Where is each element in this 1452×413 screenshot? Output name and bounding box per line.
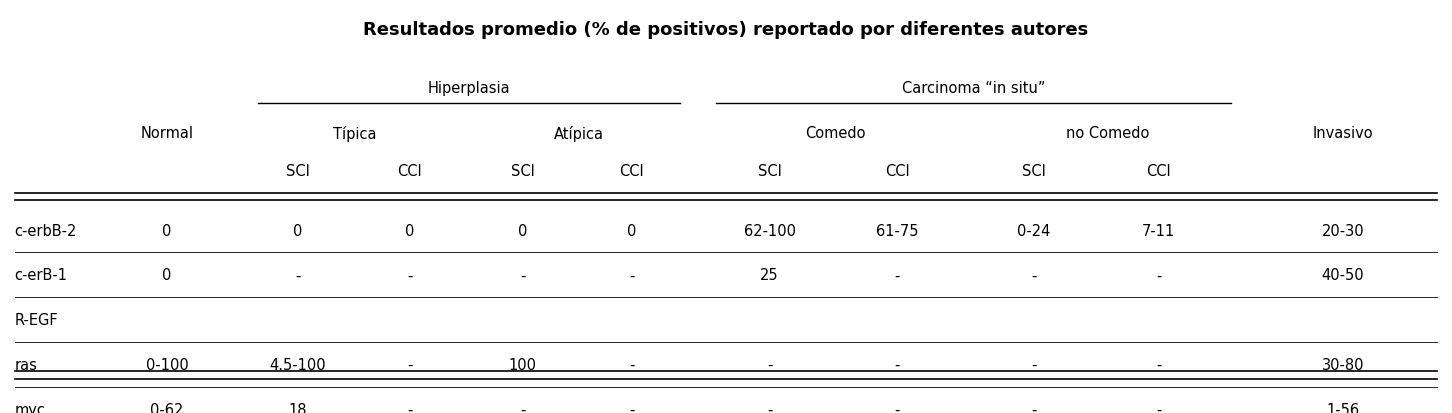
Text: 30-80: 30-80 [1321,357,1365,373]
Text: 62-100: 62-100 [743,223,796,238]
Text: Típica: Típica [333,126,376,141]
Text: -: - [407,268,412,283]
Text: 0-100: 0-100 [145,357,189,373]
Text: -: - [1156,268,1162,283]
Text: -: - [894,357,900,373]
Text: 0: 0 [518,223,527,238]
Text: -: - [1031,268,1037,283]
Text: Carcinoma “in situ”: Carcinoma “in situ” [902,81,1045,96]
Text: Hiperplasia: Hiperplasia [428,81,510,96]
Text: Normal: Normal [141,126,193,141]
Text: 100: 100 [508,357,537,373]
Text: -: - [767,357,772,373]
Text: Comedo: Comedo [806,126,865,141]
Text: CCI: CCI [396,163,423,178]
Text: Invasivo: Invasivo [1313,126,1374,141]
Text: -: - [295,268,301,283]
Text: myc: myc [15,402,45,413]
Text: -: - [407,402,412,413]
Text: -: - [1156,357,1162,373]
Text: Atípica: Atípica [555,126,604,141]
Text: 61-75: 61-75 [876,223,919,238]
Text: SCI: SCI [511,163,534,178]
Text: -: - [1031,402,1037,413]
Text: SCI: SCI [286,163,309,178]
Text: 25: 25 [761,268,778,283]
Text: R-EGF: R-EGF [15,313,58,328]
Text: 0: 0 [405,223,414,238]
Text: 0: 0 [627,223,636,238]
Text: 0: 0 [163,268,171,283]
Text: -: - [520,402,526,413]
Text: -: - [520,268,526,283]
Text: -: - [1031,357,1037,373]
Text: 1-56: 1-56 [1327,402,1359,413]
Text: -: - [767,402,772,413]
Text: -: - [629,268,635,283]
Text: 4.5-100: 4.5-100 [270,357,325,373]
Text: c-erB-1: c-erB-1 [15,268,68,283]
Text: CCI: CCI [1146,163,1172,178]
Text: 0-62: 0-62 [151,402,183,413]
Text: 40-50: 40-50 [1321,268,1365,283]
Text: CCI: CCI [619,163,645,178]
Text: -: - [407,357,412,373]
Text: 7-11: 7-11 [1143,223,1175,238]
Text: c-erbB-2: c-erbB-2 [15,223,77,238]
Text: 0: 0 [293,223,302,238]
Text: 0-24: 0-24 [1018,223,1050,238]
Text: SCI: SCI [1022,163,1045,178]
Text: Resultados promedio (% de positivos) reportado por diferentes autores: Resultados promedio (% de positivos) rep… [363,21,1089,38]
Text: SCI: SCI [758,163,781,178]
Text: -: - [894,268,900,283]
Text: 20-30: 20-30 [1321,223,1365,238]
Text: -: - [629,402,635,413]
Text: 18: 18 [289,402,306,413]
Text: -: - [1156,402,1162,413]
Text: 0: 0 [163,223,171,238]
Text: no Comedo: no Comedo [1066,126,1150,141]
Text: ras: ras [15,357,38,373]
Text: -: - [894,402,900,413]
Text: -: - [629,357,635,373]
Text: CCI: CCI [884,163,910,178]
